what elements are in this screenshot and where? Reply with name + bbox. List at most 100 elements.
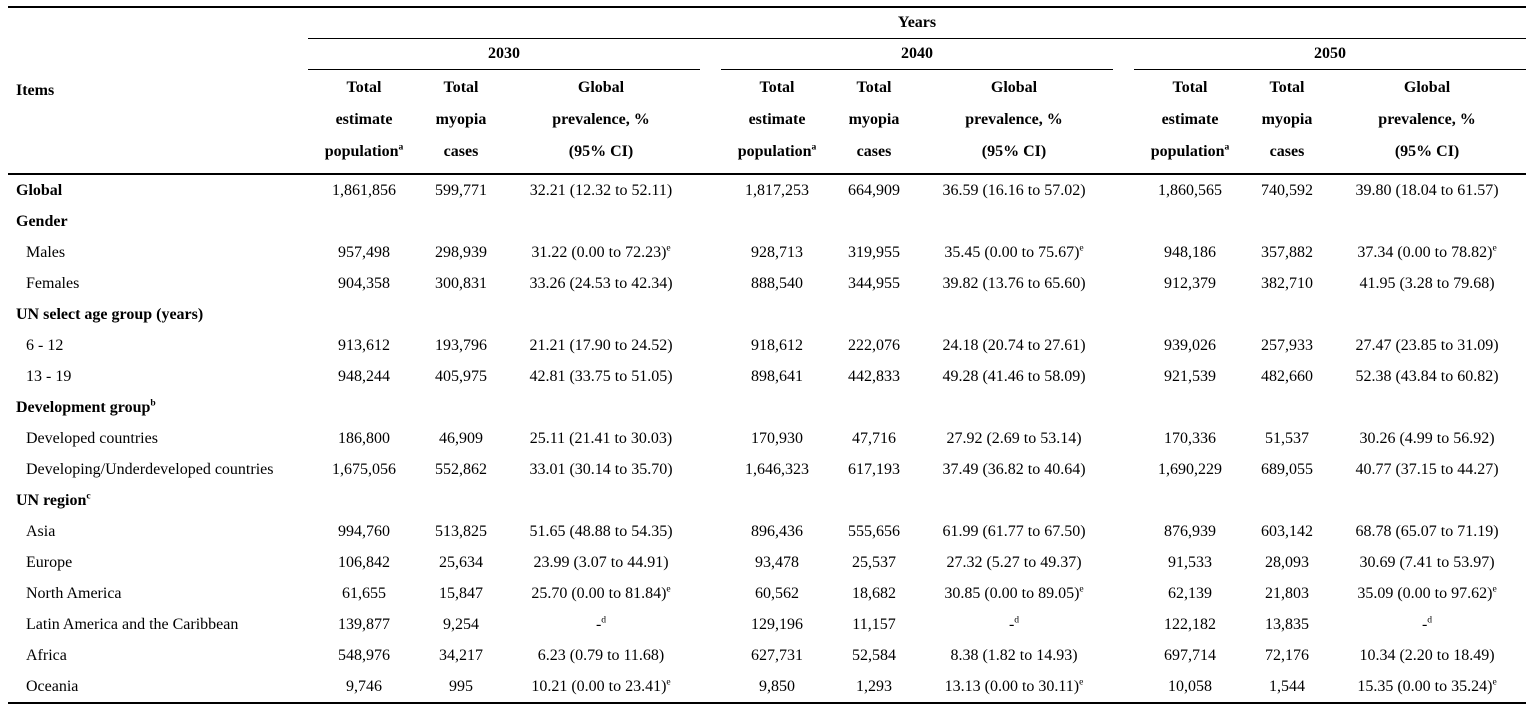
data-cell: 62,139	[1168, 584, 1212, 602]
data-cell	[833, 206, 915, 237]
column-gap	[1113, 516, 1134, 547]
data-cell: 740,592	[1261, 181, 1313, 199]
data-cell: 52.38 (43.84 to 60.82)	[1355, 367, 1499, 385]
column-gap	[700, 485, 721, 516]
data-cell	[721, 485, 833, 516]
data-cell: 689,055	[1261, 460, 1313, 478]
table-row: Africa 548,976 34,217 6.23 (0.79 to 11.68) 6…	[8, 640, 1526, 671]
row-label: Europe	[26, 553, 73, 571]
data-cell: 948,244	[338, 367, 390, 385]
data-cell: 599,771	[435, 181, 487, 199]
data-cell: 1,817,253	[745, 181, 809, 199]
data-cell: 68.78 (65.07 to 71.19)	[1355, 522, 1499, 540]
data-cell: 9,746	[346, 677, 382, 695]
data-cell: 405,975	[435, 367, 487, 385]
years-spanning-header: Years	[308, 7, 1527, 39]
data-cell: 627,731	[751, 646, 803, 664]
data-cell: 25,634	[439, 553, 483, 571]
data-cell: 10.34 (2.20 to 18.49)	[1359, 646, 1495, 664]
data-cell: 91,533	[1168, 553, 1212, 571]
footnote-sup: a	[398, 141, 404, 153]
data-cell: -d	[595, 614, 607, 633]
header-line: estimate	[1161, 111, 1219, 128]
data-cell: 300,831	[435, 274, 487, 292]
data-cell: 170,336	[1164, 429, 1216, 447]
data-cell: 513,825	[435, 522, 487, 540]
data-cell: 921,539	[1164, 367, 1216, 385]
header-line: populationa	[1150, 141, 1230, 160]
data-cell: 61,655	[342, 584, 386, 602]
header-line: estimate	[748, 111, 806, 128]
data-cell: 898,641	[751, 367, 803, 385]
data-cell: 30.69 (7.41 to 53.97)	[1359, 553, 1495, 571]
column-gap	[700, 39, 721, 70]
column-gap	[1113, 578, 1134, 609]
data-cell: 664,909	[848, 181, 900, 199]
header-line: Total	[1172, 79, 1208, 96]
table-row: Asia 994,760 513,825 51.65 (48.88 to 54.35)…	[8, 516, 1526, 547]
col-header-prevalence-2030: Global prevalence, % (95% CI)	[502, 69, 700, 175]
table-row: North America 61,655 15,847 25.70 (0.00 to …	[8, 578, 1526, 609]
row-label: Developing/Underdeveloped countries	[26, 460, 274, 478]
data-cell: 15.35 (0.00 to 35.24)e	[1357, 676, 1497, 695]
data-cell: 918,612	[751, 336, 803, 354]
data-cell: 1,861,856	[332, 181, 396, 199]
column-gap	[700, 516, 721, 547]
data-cell: 10,058	[1168, 677, 1212, 695]
column-gap	[1113, 299, 1134, 330]
data-cell	[915, 485, 1113, 516]
data-cell	[502, 299, 700, 330]
header-line: Total	[443, 79, 479, 96]
column-gap	[1113, 423, 1134, 454]
header-line: (95% CI)	[568, 143, 634, 160]
row-label: Africa	[26, 646, 67, 664]
column-gap	[700, 299, 721, 330]
data-cell: 382,710	[1261, 274, 1313, 292]
data-cell	[1328, 206, 1526, 237]
column-gap	[700, 268, 721, 299]
column-gap	[700, 392, 721, 423]
data-cell: 928,713	[751, 243, 803, 261]
header-line: cases	[443, 143, 479, 160]
data-cell: -d	[1421, 614, 1433, 633]
column-gap	[700, 547, 721, 578]
data-cell: 32.21 (12.32 to 52.11)	[529, 181, 673, 199]
data-cell: 298,939	[435, 243, 487, 261]
header-line: Total	[346, 79, 382, 96]
data-cell: 888,540	[751, 274, 803, 292]
data-cell: 35.09 (0.00 to 97.62)e	[1357, 583, 1497, 602]
data-cell: -d	[1008, 614, 1020, 633]
header-line: myopia	[1261, 111, 1313, 128]
data-cell	[1134, 485, 1246, 516]
data-cell	[1246, 299, 1328, 330]
column-gap	[700, 174, 721, 206]
table-row: Development groupb	[8, 392, 1526, 423]
data-cell: 30.26 (4.99 to 56.92)	[1359, 429, 1495, 447]
table-row: Gender	[8, 206, 1526, 237]
data-cell: 948,186	[1164, 243, 1216, 261]
data-cell	[1134, 206, 1246, 237]
header-line: Total	[1269, 79, 1305, 96]
data-cell: 40.77 (37.15 to 44.27)	[1355, 460, 1499, 478]
data-cell: 18,682	[852, 584, 896, 602]
data-cell: 46,909	[439, 429, 483, 447]
table-row: Females 904,358 300,831 33.26 (24.53 to 42.…	[8, 268, 1526, 299]
data-cell: 25,537	[852, 553, 896, 571]
footnote-sup: a	[1224, 141, 1230, 153]
data-cell	[308, 206, 420, 237]
data-cell: 1,293	[856, 677, 892, 695]
data-cell: 47,716	[852, 429, 896, 447]
row-label: 13 - 19	[26, 367, 72, 385]
col-header-population-2050: Total estimate populationa	[1134, 69, 1246, 175]
data-cell: 28,093	[1265, 553, 1309, 571]
row-label: UN regionc	[16, 490, 91, 509]
header-line: Total	[759, 79, 795, 96]
data-cell: 27.47 (23.85 to 31.09)	[1355, 336, 1499, 354]
data-cell: 357,882	[1261, 243, 1313, 261]
data-cell: 9,254	[443, 615, 479, 633]
header-line: populationa	[324, 141, 404, 160]
table-row: UN regionc	[8, 485, 1526, 516]
data-cell: 51.65 (48.88 to 54.35)	[529, 522, 673, 540]
data-cell: 548,976	[338, 646, 390, 664]
